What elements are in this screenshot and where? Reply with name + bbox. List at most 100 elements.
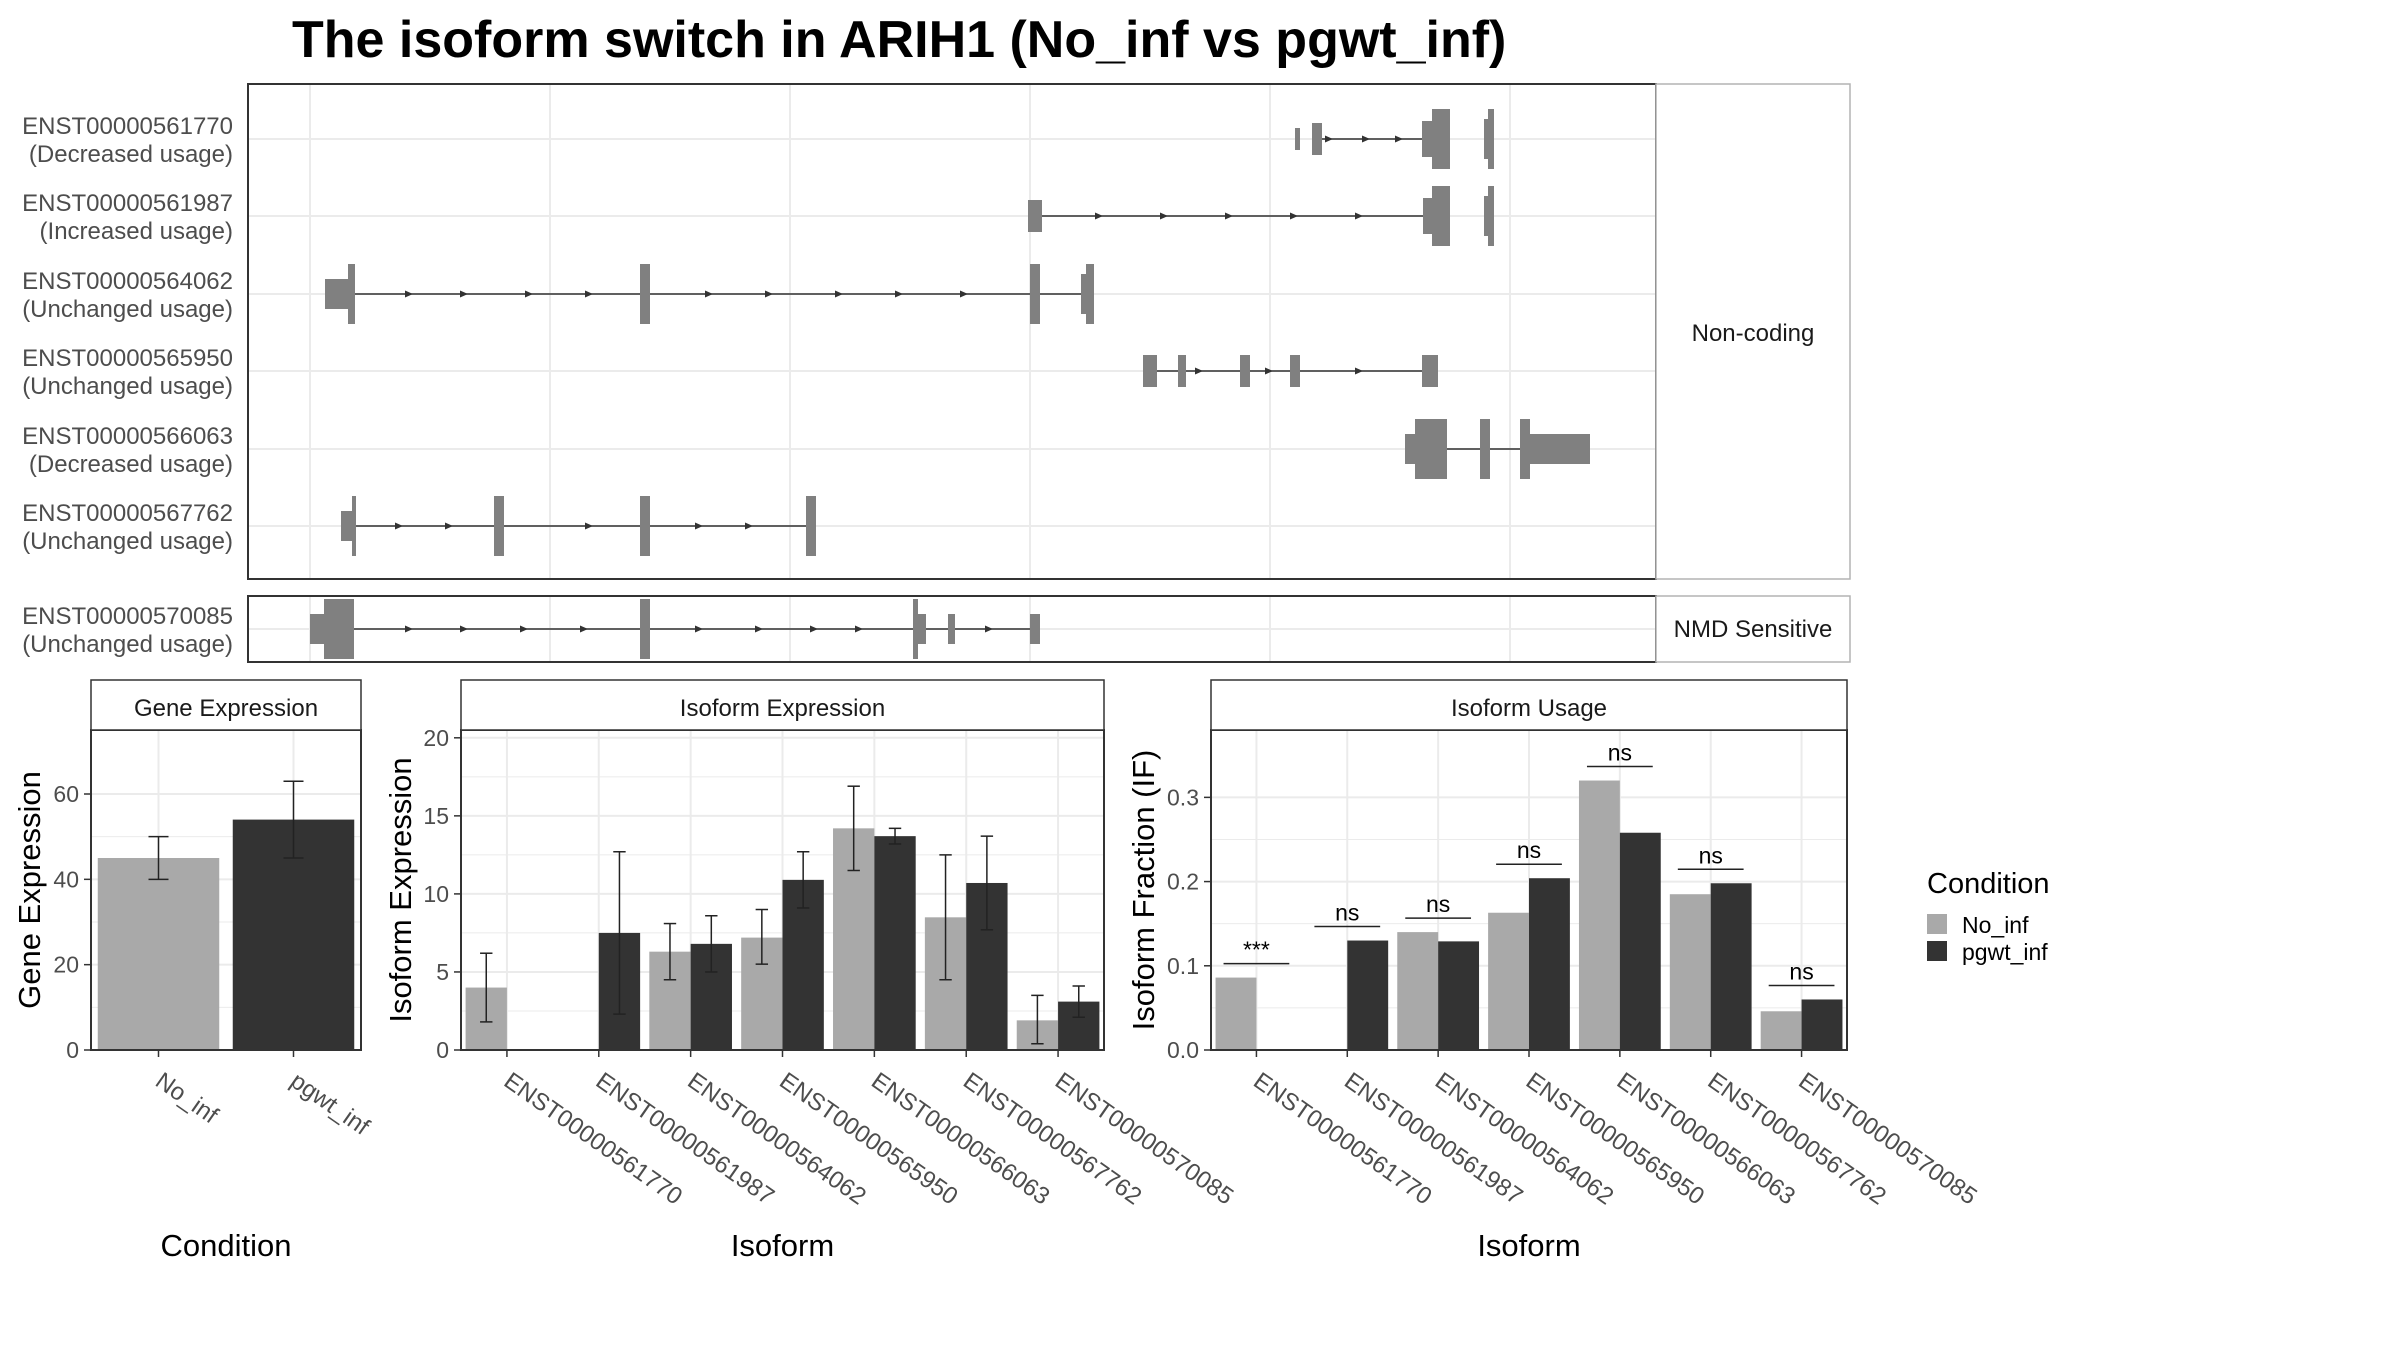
transcript-enst00000566063-exon bbox=[1520, 419, 1530, 479]
transcript-enst00000564062-intron-arrow bbox=[895, 290, 903, 298]
transcript-enst00000564062-exon bbox=[1030, 264, 1040, 324]
isoform-usage-bar-enst00000564062-pgwt_inf bbox=[1438, 941, 1480, 1050]
transcript-enst00000564062-exon bbox=[1081, 274, 1086, 314]
transcript-enst00000564062-exon bbox=[348, 264, 355, 324]
transcript-enst00000567762-usage: (Unchanged usage) bbox=[22, 528, 233, 555]
transcript-enst00000570085-intron-arrow bbox=[460, 625, 468, 633]
gene-expression-ytick-label: 60 bbox=[53, 781, 79, 807]
transcript-enst00000564062-exon bbox=[640, 264, 650, 324]
isoform-expression-strip bbox=[460, 679, 1105, 731]
transcript-enst00000564062-intron-arrow bbox=[960, 290, 968, 298]
transcript-enst00000561770-intron-arrow bbox=[1362, 135, 1370, 143]
gene-expression-ytick-label: 0 bbox=[66, 1037, 79, 1063]
transcript-enst00000561987-id: ENST00000561987 bbox=[22, 190, 233, 217]
legend-swatch-no-inf bbox=[1927, 914, 1947, 934]
transcript-structure-panel: ENST00000561770(Decreased usage)ENST0000… bbox=[22, 83, 1851, 663]
isoform-usage-bar-enst00000565950-no_inf bbox=[1488, 912, 1529, 1050]
transcript-enst00000561987-intron-arrow bbox=[1160, 212, 1168, 220]
isoform-expression-strip-title: Isoform Expression bbox=[680, 695, 885, 722]
transcript-enst00000570085-intron-arrow bbox=[810, 625, 818, 633]
isoform-usage-bar-enst00000567762-pgwt_inf bbox=[1710, 883, 1752, 1050]
isoform-usage-significance-label: ns bbox=[1426, 891, 1450, 917]
transcript-enst00000565950-exon bbox=[1290, 355, 1300, 387]
transcript-enst00000565950-exon bbox=[1178, 355, 1186, 387]
transcript-enst00000564062-intron-arrow bbox=[835, 290, 843, 298]
transcript-enst00000561770-intron-arrow bbox=[1395, 135, 1403, 143]
nmd-strip-label: NMD Sensitive bbox=[1674, 616, 1833, 643]
transcript-enst00000567762-exon bbox=[352, 496, 356, 556]
gene-expression-strip-title: Gene Expression bbox=[134, 695, 318, 722]
transcript-enst00000566063-id: ENST00000566063 bbox=[22, 423, 233, 450]
transcript-enst00000561770-exon bbox=[1422, 121, 1432, 157]
isoform-usage-significance-label: ns bbox=[1335, 900, 1359, 926]
isoform-usage-ytick-label: 0.1 bbox=[1167, 953, 1199, 979]
transcript-enst00000570085-exon bbox=[918, 614, 926, 644]
gene-expression-ytick-label: 20 bbox=[53, 952, 79, 978]
transcript-enst00000564062-id: ENST00000564062 bbox=[22, 268, 233, 295]
isoform-usage-significance-label: ns bbox=[1517, 837, 1541, 863]
transcript-enst00000570085-intron-arrow bbox=[520, 625, 528, 633]
gene-expression-xtick-label: pgwt_inf bbox=[285, 1067, 374, 1141]
transcript-enst00000561987-exon bbox=[1488, 186, 1494, 246]
isoform-usage-xlabel: Isoform bbox=[1477, 1228, 1580, 1263]
isoform-expression-xlabel: Isoform bbox=[731, 1228, 834, 1263]
gene-expression-xtick-label: No_inf bbox=[150, 1067, 223, 1129]
transcript-enst00000567762-exon bbox=[640, 496, 650, 556]
legend-label-pgwt-inf: pgwt_inf bbox=[1962, 939, 2048, 965]
transcript-enst00000570085-intron-arrow bbox=[580, 625, 588, 633]
isoform-expression-ytick-label: 5 bbox=[436, 959, 449, 985]
transcript-enst00000564062-intron-arrow bbox=[525, 290, 533, 298]
gene-expression-bar-no_inf bbox=[97, 858, 220, 1050]
transcript-enst00000567762-intron-arrow bbox=[395, 522, 403, 530]
transcript-enst00000566063-exon bbox=[1405, 434, 1415, 464]
gene-expression-xlabel: Condition bbox=[161, 1228, 292, 1263]
isoform-usage-bar-enst00000570085-no_inf bbox=[1760, 1011, 1802, 1050]
transcript-enst00000567762-intron-arrow bbox=[585, 522, 593, 530]
isoform-usage-significance-label: *** bbox=[1243, 937, 1270, 963]
transcript-enst00000561987-intron-arrow bbox=[1355, 212, 1363, 220]
transcript-enst00000570085-id: ENST00000570085 bbox=[22, 603, 233, 630]
isoform-expression-ytick-label: 20 bbox=[423, 725, 449, 751]
isoform-usage-strip bbox=[1210, 679, 1848, 731]
gene-expression-strip bbox=[90, 679, 362, 731]
transcript-enst00000565950-exon bbox=[1143, 355, 1157, 387]
isoform-expression-ytick-label: 15 bbox=[423, 803, 449, 829]
transcript-enst00000565950-exon bbox=[1240, 355, 1250, 387]
transcript-enst00000570085-exon bbox=[1030, 614, 1040, 644]
isoform-usage-bar-enst00000561987-pgwt_inf bbox=[1347, 940, 1389, 1050]
transcript-enst00000561987-exon bbox=[1028, 200, 1042, 232]
legend-swatch-pgwt-inf bbox=[1927, 941, 1947, 961]
isoform-usage-ylabel: Isoform Fraction (IF) bbox=[1126, 750, 1161, 1031]
isoform-usage-significance-label: ns bbox=[1608, 740, 1632, 766]
transcript-enst00000561770-exon bbox=[1484, 119, 1488, 159]
transcript-enst00000570085-exon bbox=[324, 599, 354, 659]
transcript-enst00000570085-intron-arrow bbox=[405, 625, 413, 633]
isoform-usage-significance-label: ns bbox=[1699, 842, 1723, 868]
transcript-enst00000565950-exon bbox=[1422, 355, 1438, 387]
figure-title: The isoform switch in ARIH1 (No_inf vs p… bbox=[292, 11, 1506, 69]
transcript-enst00000567762-exon bbox=[341, 511, 352, 541]
transcript-enst00000564062-usage: (Unchanged usage) bbox=[22, 296, 233, 323]
transcript-enst00000564062-intron-arrow bbox=[585, 290, 593, 298]
condition-legend: Condition No_inf pgwt_inf bbox=[1927, 868, 2050, 965]
transcript-enst00000567762-intron-arrow bbox=[695, 522, 703, 530]
noncoding-strip bbox=[1655, 83, 1851, 580]
transcript-enst00000570085-exon bbox=[640, 599, 650, 659]
transcript-enst00000561770-id: ENST00000561770 bbox=[22, 113, 233, 140]
isoform-usage-ytick-label: 0.2 bbox=[1167, 869, 1199, 895]
transcript-enst00000570085-usage: (Unchanged usage) bbox=[22, 631, 233, 658]
transcript-enst00000564062-intron-arrow bbox=[405, 290, 413, 298]
isoform-expression-ylabel: Isoform Expression bbox=[383, 757, 418, 1022]
transcript-enst00000570085-exon bbox=[948, 614, 955, 644]
transcript-enst00000561770-intron-arrow bbox=[1325, 135, 1333, 143]
isoform-usage-bar-enst00000566063-pgwt_inf bbox=[1619, 832, 1661, 1050]
bar-chart-panels: Gene Expression 0 20 40 60 No_inf pgwt_inf Cond… bbox=[12, 679, 1982, 1263]
transcript-enst00000567762-exon bbox=[806, 496, 816, 556]
transcript-enst00000566063-exon bbox=[1480, 419, 1490, 479]
transcript-enst00000570085-exon bbox=[310, 614, 324, 644]
transcript-enst00000561987-exon bbox=[1423, 198, 1432, 234]
isoform-usage-bar-enst00000567762-no_inf bbox=[1669, 894, 1711, 1050]
transcript-enst00000566063-usage: (Decreased usage) bbox=[29, 451, 233, 478]
isoform-usage-bar-enst00000565950-pgwt_inf bbox=[1529, 878, 1570, 1050]
transcript-enst00000564062-intron-arrow bbox=[765, 290, 773, 298]
